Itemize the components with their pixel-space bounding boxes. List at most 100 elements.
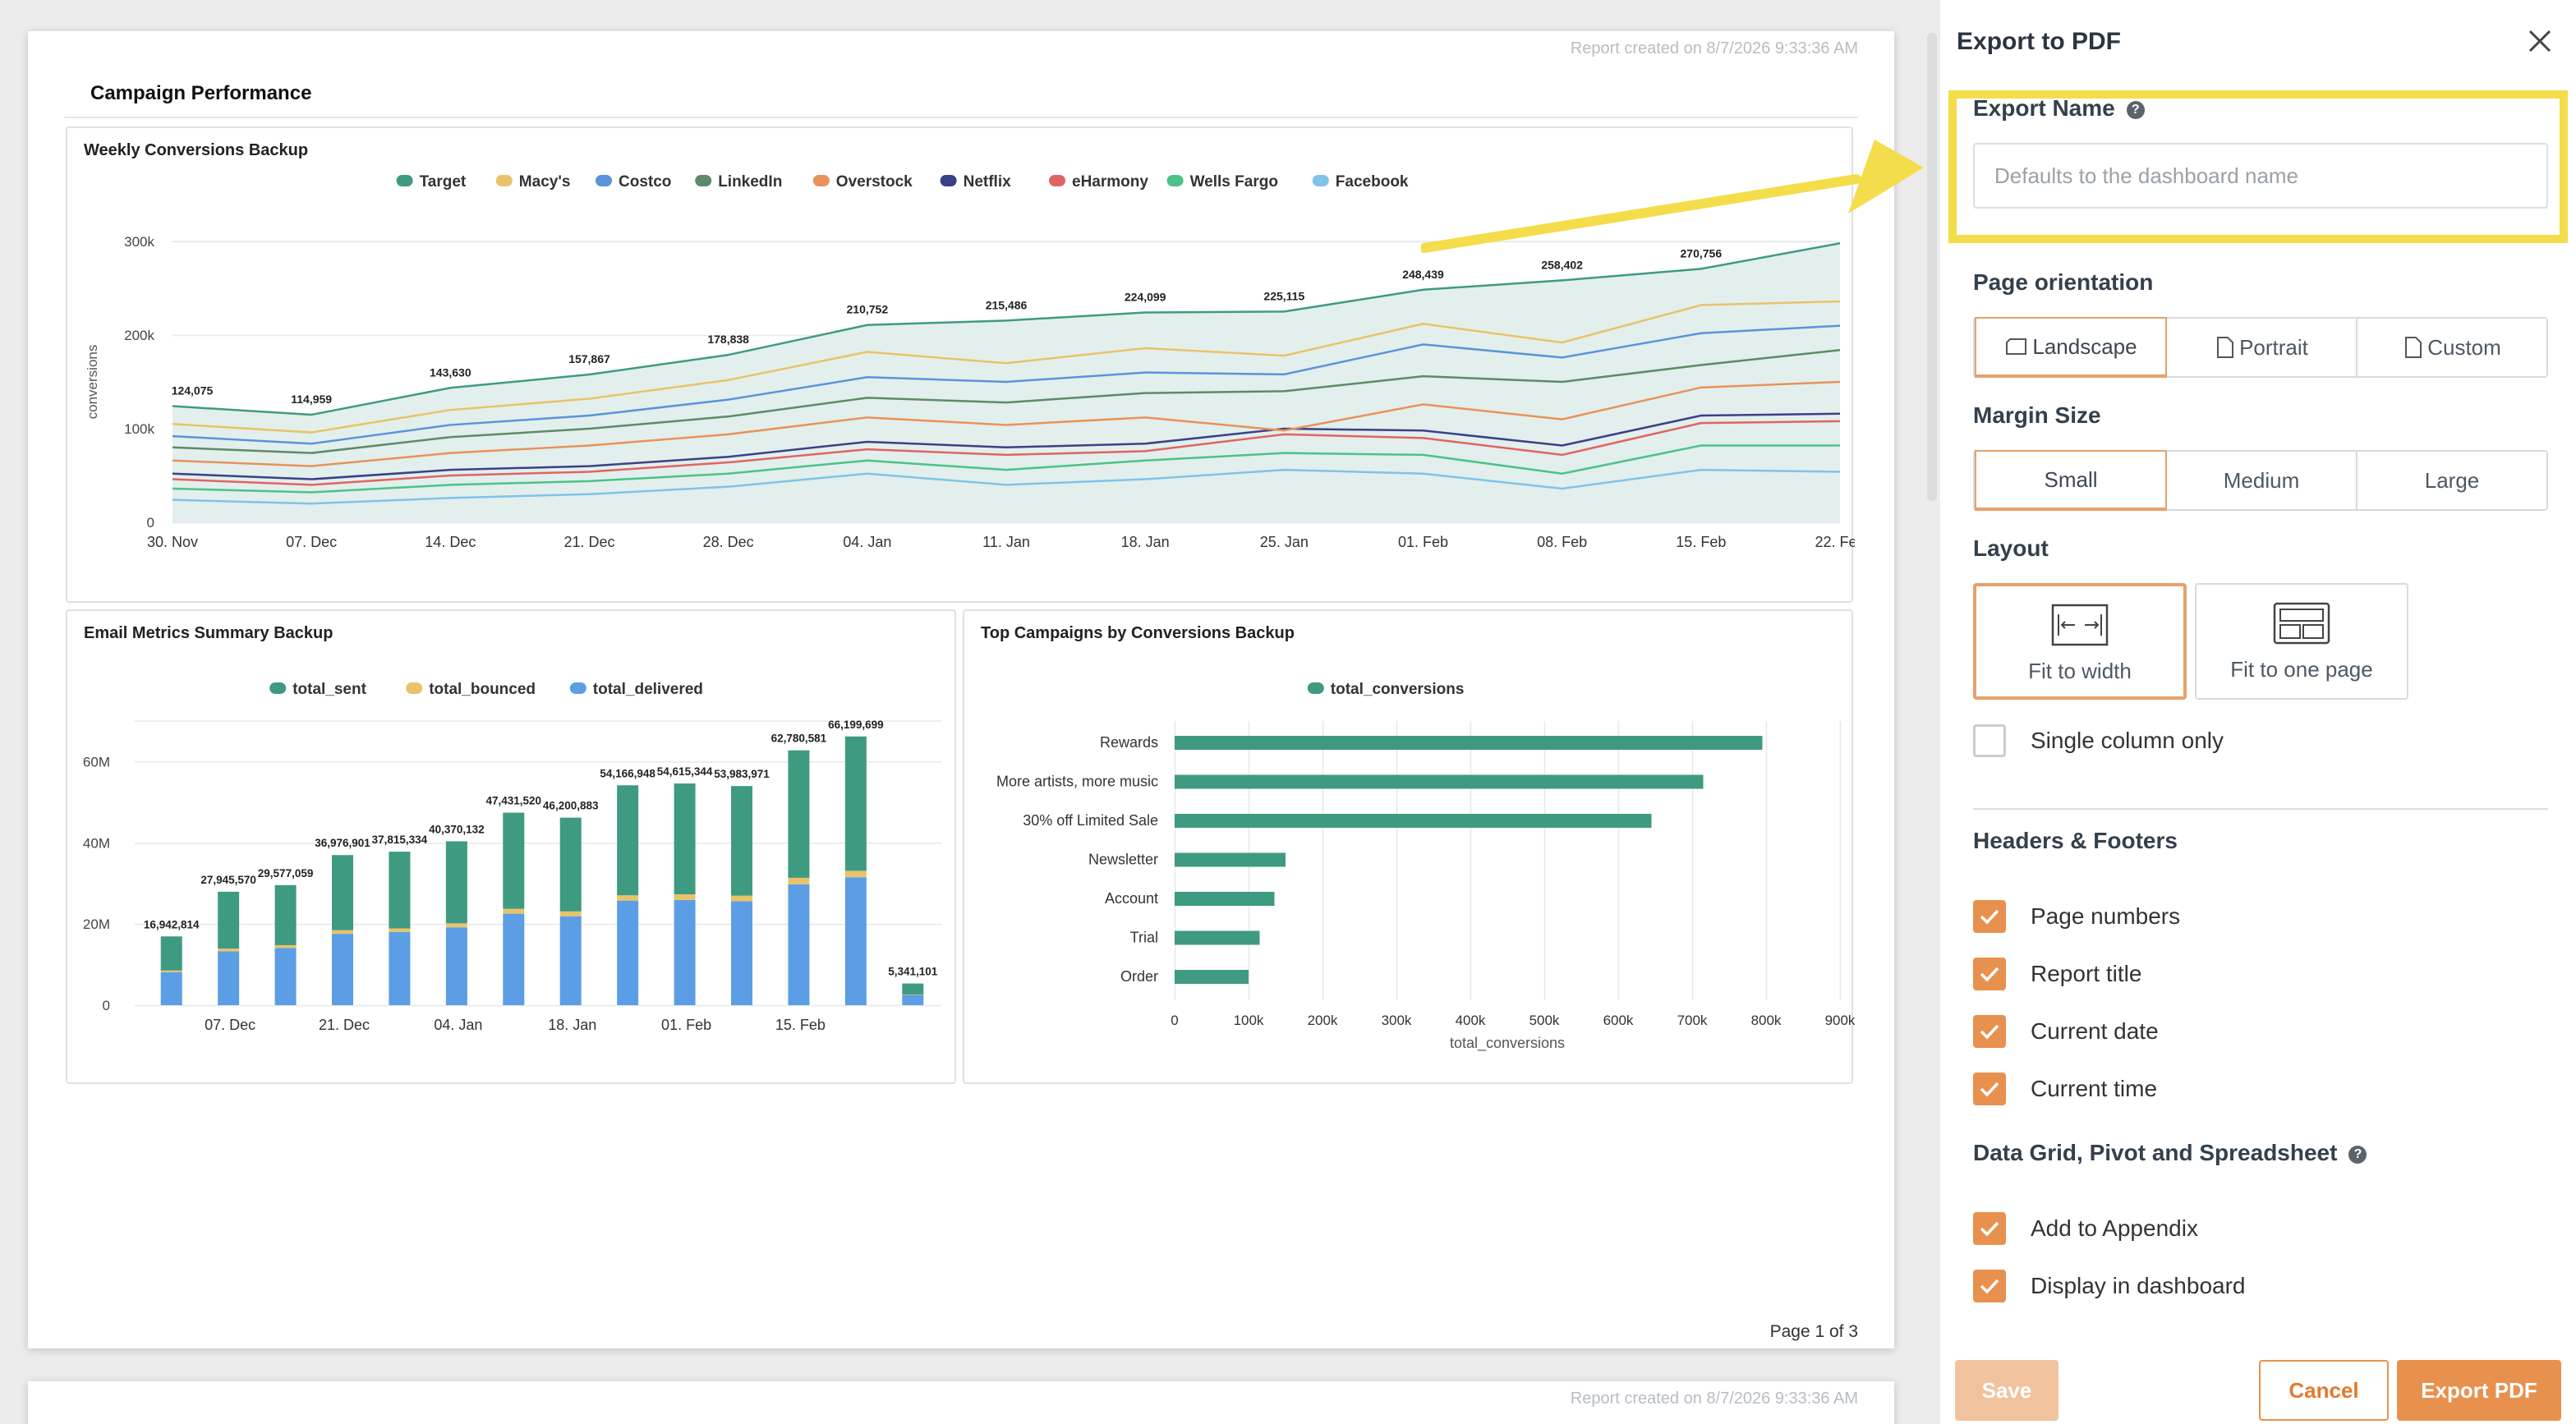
portrait-icon	[2217, 337, 2234, 358]
report-title-label: Report title	[2031, 961, 2142, 986]
email-legend-swatch	[406, 682, 423, 694]
report-title-checkbox[interactable]	[1973, 958, 2006, 990]
email-bar-total-delivered	[503, 913, 525, 1005]
weekly-x-tick: 25. Jan	[1260, 534, 1309, 550]
display-in-dashboard-row[interactable]: Display in dashboard	[1973, 1270, 2246, 1302]
weekly-x-tick: 30. Nov	[147, 534, 198, 550]
email-bar-total-sent	[445, 841, 467, 924]
weekly-x-tick: 15. Feb	[1676, 534, 1726, 550]
display-in-dashboard-checkbox[interactable]	[1973, 1270, 2006, 1302]
weekly-series-line-costco	[172, 324, 1841, 445]
margin-selector: Small Medium Large	[1973, 450, 2548, 511]
add-to-appendix-row[interactable]: Add to Appendix	[1973, 1212, 2198, 1245]
email-bar-total-sent	[617, 785, 639, 896]
single-column-row[interactable]: Single column only	[1973, 724, 2224, 757]
landscape-icon	[2006, 338, 2027, 355]
page-orientation-label: Page orientation	[1973, 269, 2154, 295]
check-icon	[1980, 1279, 1999, 1294]
campaigns-category-label: Newsletter	[1088, 852, 1158, 868]
page-numbers-label: Page numbers	[2031, 903, 2181, 929]
orientation-landscape-button[interactable]: Landscape	[1975, 317, 2167, 378]
orientation-custom-button[interactable]: Custom	[2358, 319, 2546, 376]
panel-footer: Save Cancel Export PDF	[1940, 1340, 2576, 1424]
campaigns-x-tick: 400k	[1456, 1013, 1486, 1028]
highlight-arrow	[1421, 140, 1924, 253]
export-name-label: Export Name?	[1973, 95, 2145, 122]
weekly-data-label: 178,838	[707, 333, 749, 346]
fit-to-width-icon	[2051, 604, 2109, 646]
email-bar-total-bounced	[731, 895, 752, 902]
campaigns-x-tick: 300k	[1382, 1013, 1412, 1028]
email-legend-item: total_delivered	[593, 681, 703, 698]
campaigns-legend-swatch	[1307, 682, 1324, 694]
email-y-tick: 40M	[83, 835, 110, 851]
current-date-row[interactable]: Current date	[1973, 1015, 2159, 1048]
add-to-appendix-checkbox[interactable]	[1973, 1212, 2006, 1245]
email-data-label: 46,200,883	[543, 800, 599, 812]
page-numbers-checkbox[interactable]	[1973, 900, 2006, 933]
orientation-portrait-button[interactable]: Portrait	[2167, 319, 2358, 376]
email-bar-total-delivered	[902, 995, 924, 1005]
page-numbers-row[interactable]: Page numbers	[1973, 900, 2180, 933]
email-bar-total-sent	[218, 891, 240, 949]
current-time-label: Current time	[2031, 1076, 2158, 1101]
help-icon[interactable]: ?	[2348, 1146, 2367, 1164]
campaigns-bar	[1175, 970, 1249, 984]
weekly-legend-swatch	[495, 175, 513, 186]
email-data-label: 47,431,520	[485, 795, 541, 807]
weekly-legend-item: Netflix	[964, 173, 1012, 191]
email-bar-total-bounced	[788, 877, 810, 884]
email-bar-total-sent	[788, 750, 810, 878]
email-legend-swatch	[269, 682, 287, 694]
weekly-data-label: 157,867	[568, 352, 610, 365]
email-bar-total-delivered	[559, 916, 582, 1005]
email-y-tick: 0	[103, 998, 110, 1013]
campaigns-category-label: 30% off Limited Sale	[1023, 812, 1158, 829]
weekly-y-tick: 300k	[124, 234, 154, 250]
current-date-label: Current date	[2031, 1018, 2159, 1044]
campaigns-x-tick: 900k	[1825, 1013, 1855, 1028]
campaigns-bar	[1175, 814, 1652, 828]
campaigns-x-tick: 500k	[1530, 1013, 1560, 1028]
campaigns-bar	[1175, 892, 1275, 906]
save-button[interactable]: Save	[1955, 1360, 2058, 1421]
layout-fit-to-one-page-button[interactable]: Fit to one page	[2195, 583, 2408, 700]
cancel-button[interactable]: Cancel	[2259, 1360, 2389, 1421]
email-data-label: 37,815,334	[372, 834, 428, 846]
email-bar-total-sent	[274, 884, 297, 945]
weekly-y-tick: 0	[147, 515, 154, 531]
weekly-legend-item: LinkedIn	[718, 173, 782, 191]
check-icon	[1980, 967, 1999, 982]
weekly-data-label: 224,099	[1125, 291, 1166, 304]
weekly-x-tick: 28. Dec	[703, 534, 754, 550]
current-time-checkbox[interactable]	[1973, 1073, 2006, 1105]
email-bar-total-bounced	[218, 949, 240, 952]
add-to-appendix-label: Add to Appendix	[2031, 1215, 2198, 1241]
campaigns-x-tick: 100k	[1234, 1013, 1264, 1028]
margin-small-button[interactable]: Small	[1975, 450, 2167, 511]
report-title-row[interactable]: Report title	[1973, 958, 2141, 990]
current-time-row[interactable]: Current time	[1973, 1073, 2157, 1105]
section-divider	[1973, 808, 2548, 810]
export-name-input[interactable]	[1973, 143, 2548, 209]
email-data-label: 36,976,901	[315, 837, 370, 849]
margin-medium-button[interactable]: Medium	[2167, 452, 2358, 509]
preview-scrollbar[interactable]	[1927, 33, 1937, 501]
weekly-data-label: 143,630	[430, 365, 472, 379]
margin-large-button[interactable]: Large	[2358, 452, 2546, 509]
close-button[interactable]	[2525, 26, 2555, 56]
weekly-legend-item: Facebook	[1336, 173, 1409, 191]
headers-footers-label: Headers & Footers	[1973, 828, 2178, 853]
weekly-legend-swatch	[940, 175, 957, 186]
weekly-legend-item: Macy's	[519, 173, 571, 191]
export-pdf-button[interactable]: Export PDF	[2397, 1360, 2561, 1421]
campaigns-bar	[1175, 852, 1286, 867]
email-bar-total-bounced	[559, 911, 582, 916]
campaigns-x-tick: 200k	[1308, 1013, 1338, 1028]
layout-fit-to-width-button[interactable]: Fit to width	[1973, 583, 2187, 700]
help-icon[interactable]: ?	[2126, 101, 2145, 119]
weekly-conversions-card: Weekly Conversions Backup Target Macy's Co…	[66, 126, 1855, 603]
email-bar-total-delivered	[788, 884, 810, 1005]
current-date-checkbox[interactable]	[1973, 1015, 2006, 1048]
single-column-checkbox[interactable]	[1973, 724, 2006, 757]
